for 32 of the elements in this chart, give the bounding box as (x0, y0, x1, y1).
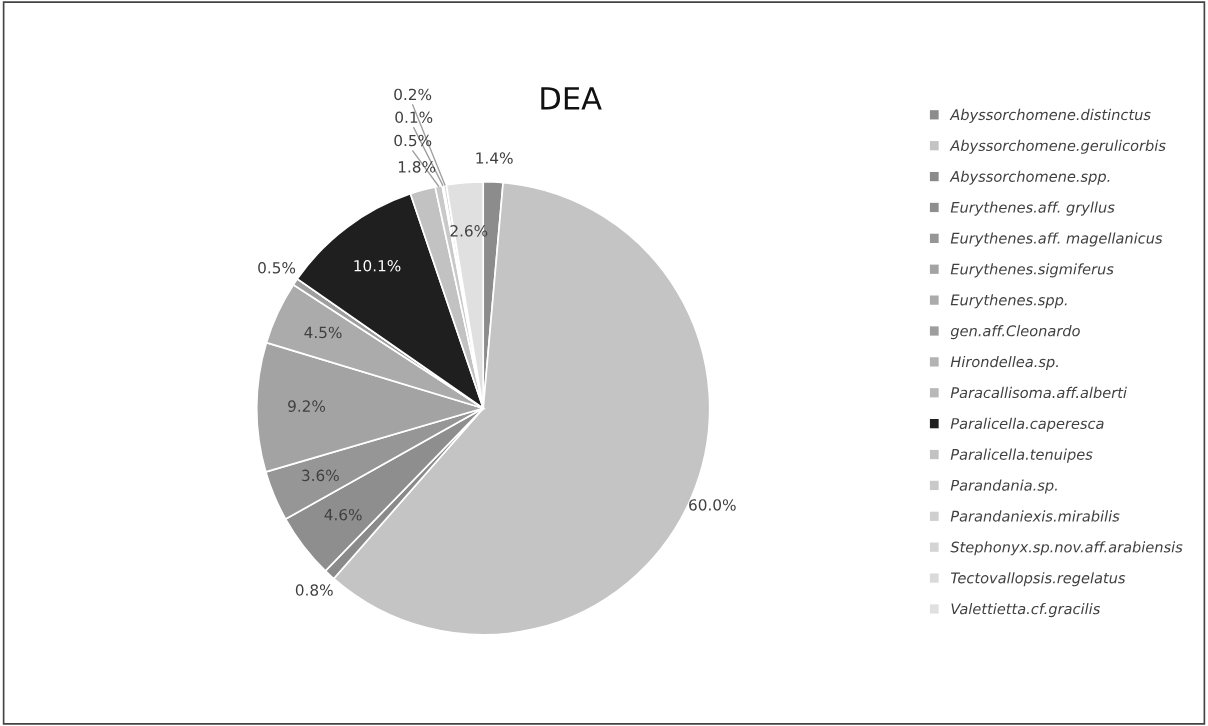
legend-label: Parandania.sp. (950, 479, 1057, 494)
legend-label: Valettietta.cf.gracilis (951, 603, 1100, 618)
data-label: 10.1% (354, 259, 401, 272)
legend-label: Eurythenes.aff. gryllus (950, 201, 1115, 216)
legend-label: Stephonyx.sp.nov.aff.arabiensis (950, 541, 1183, 556)
data-label: 0.8% (295, 584, 333, 596)
legend-label: Abyssorchomene.gerulicorbis (949, 139, 1166, 154)
legend-label: Abyssorchomene.distinctus (949, 108, 1151, 123)
data-label: 2.6% (450, 225, 488, 237)
data-label: 0.1% (395, 111, 433, 123)
legend-label: Abyssorchomene.spp. (949, 170, 1110, 185)
data-label: 60.0% (689, 499, 736, 511)
data-label: 0.5% (394, 134, 432, 147)
legend-label: Eurythenes.aff. magellanicus (950, 232, 1163, 247)
data-label: 3.6% (302, 469, 339, 482)
legend-label: Paralicella.tenuipes (950, 448, 1093, 463)
data-label: 9.2% (288, 400, 326, 412)
legend-label: Hirondellea.sp. (950, 355, 1058, 371)
data-label: 4.5% (304, 326, 342, 339)
chart-title: DEA (541, 87, 602, 110)
data-label: 1.8% (398, 161, 436, 173)
legend-label: gen.aff.Cleonardo (950, 325, 1080, 340)
data-label: 1.4% (476, 152, 513, 164)
legend-label: Tectovallopsis.regelatus (950, 572, 1126, 587)
legend-label: Eurythenes.spp. (950, 294, 1067, 309)
data-label: 0.5% (258, 261, 296, 274)
legend-label: Paracallisoma.aff.alberti (950, 386, 1127, 399)
legend-label: Parandaniexis.mirabilis (950, 510, 1120, 522)
data-label: 4.6% (324, 508, 362, 521)
legend-label: Paralicella.caperesca (950, 417, 1104, 432)
data-label: 0.2% (394, 88, 432, 101)
legend-label: Eurythenes.sigmiferus (950, 263, 1114, 278)
